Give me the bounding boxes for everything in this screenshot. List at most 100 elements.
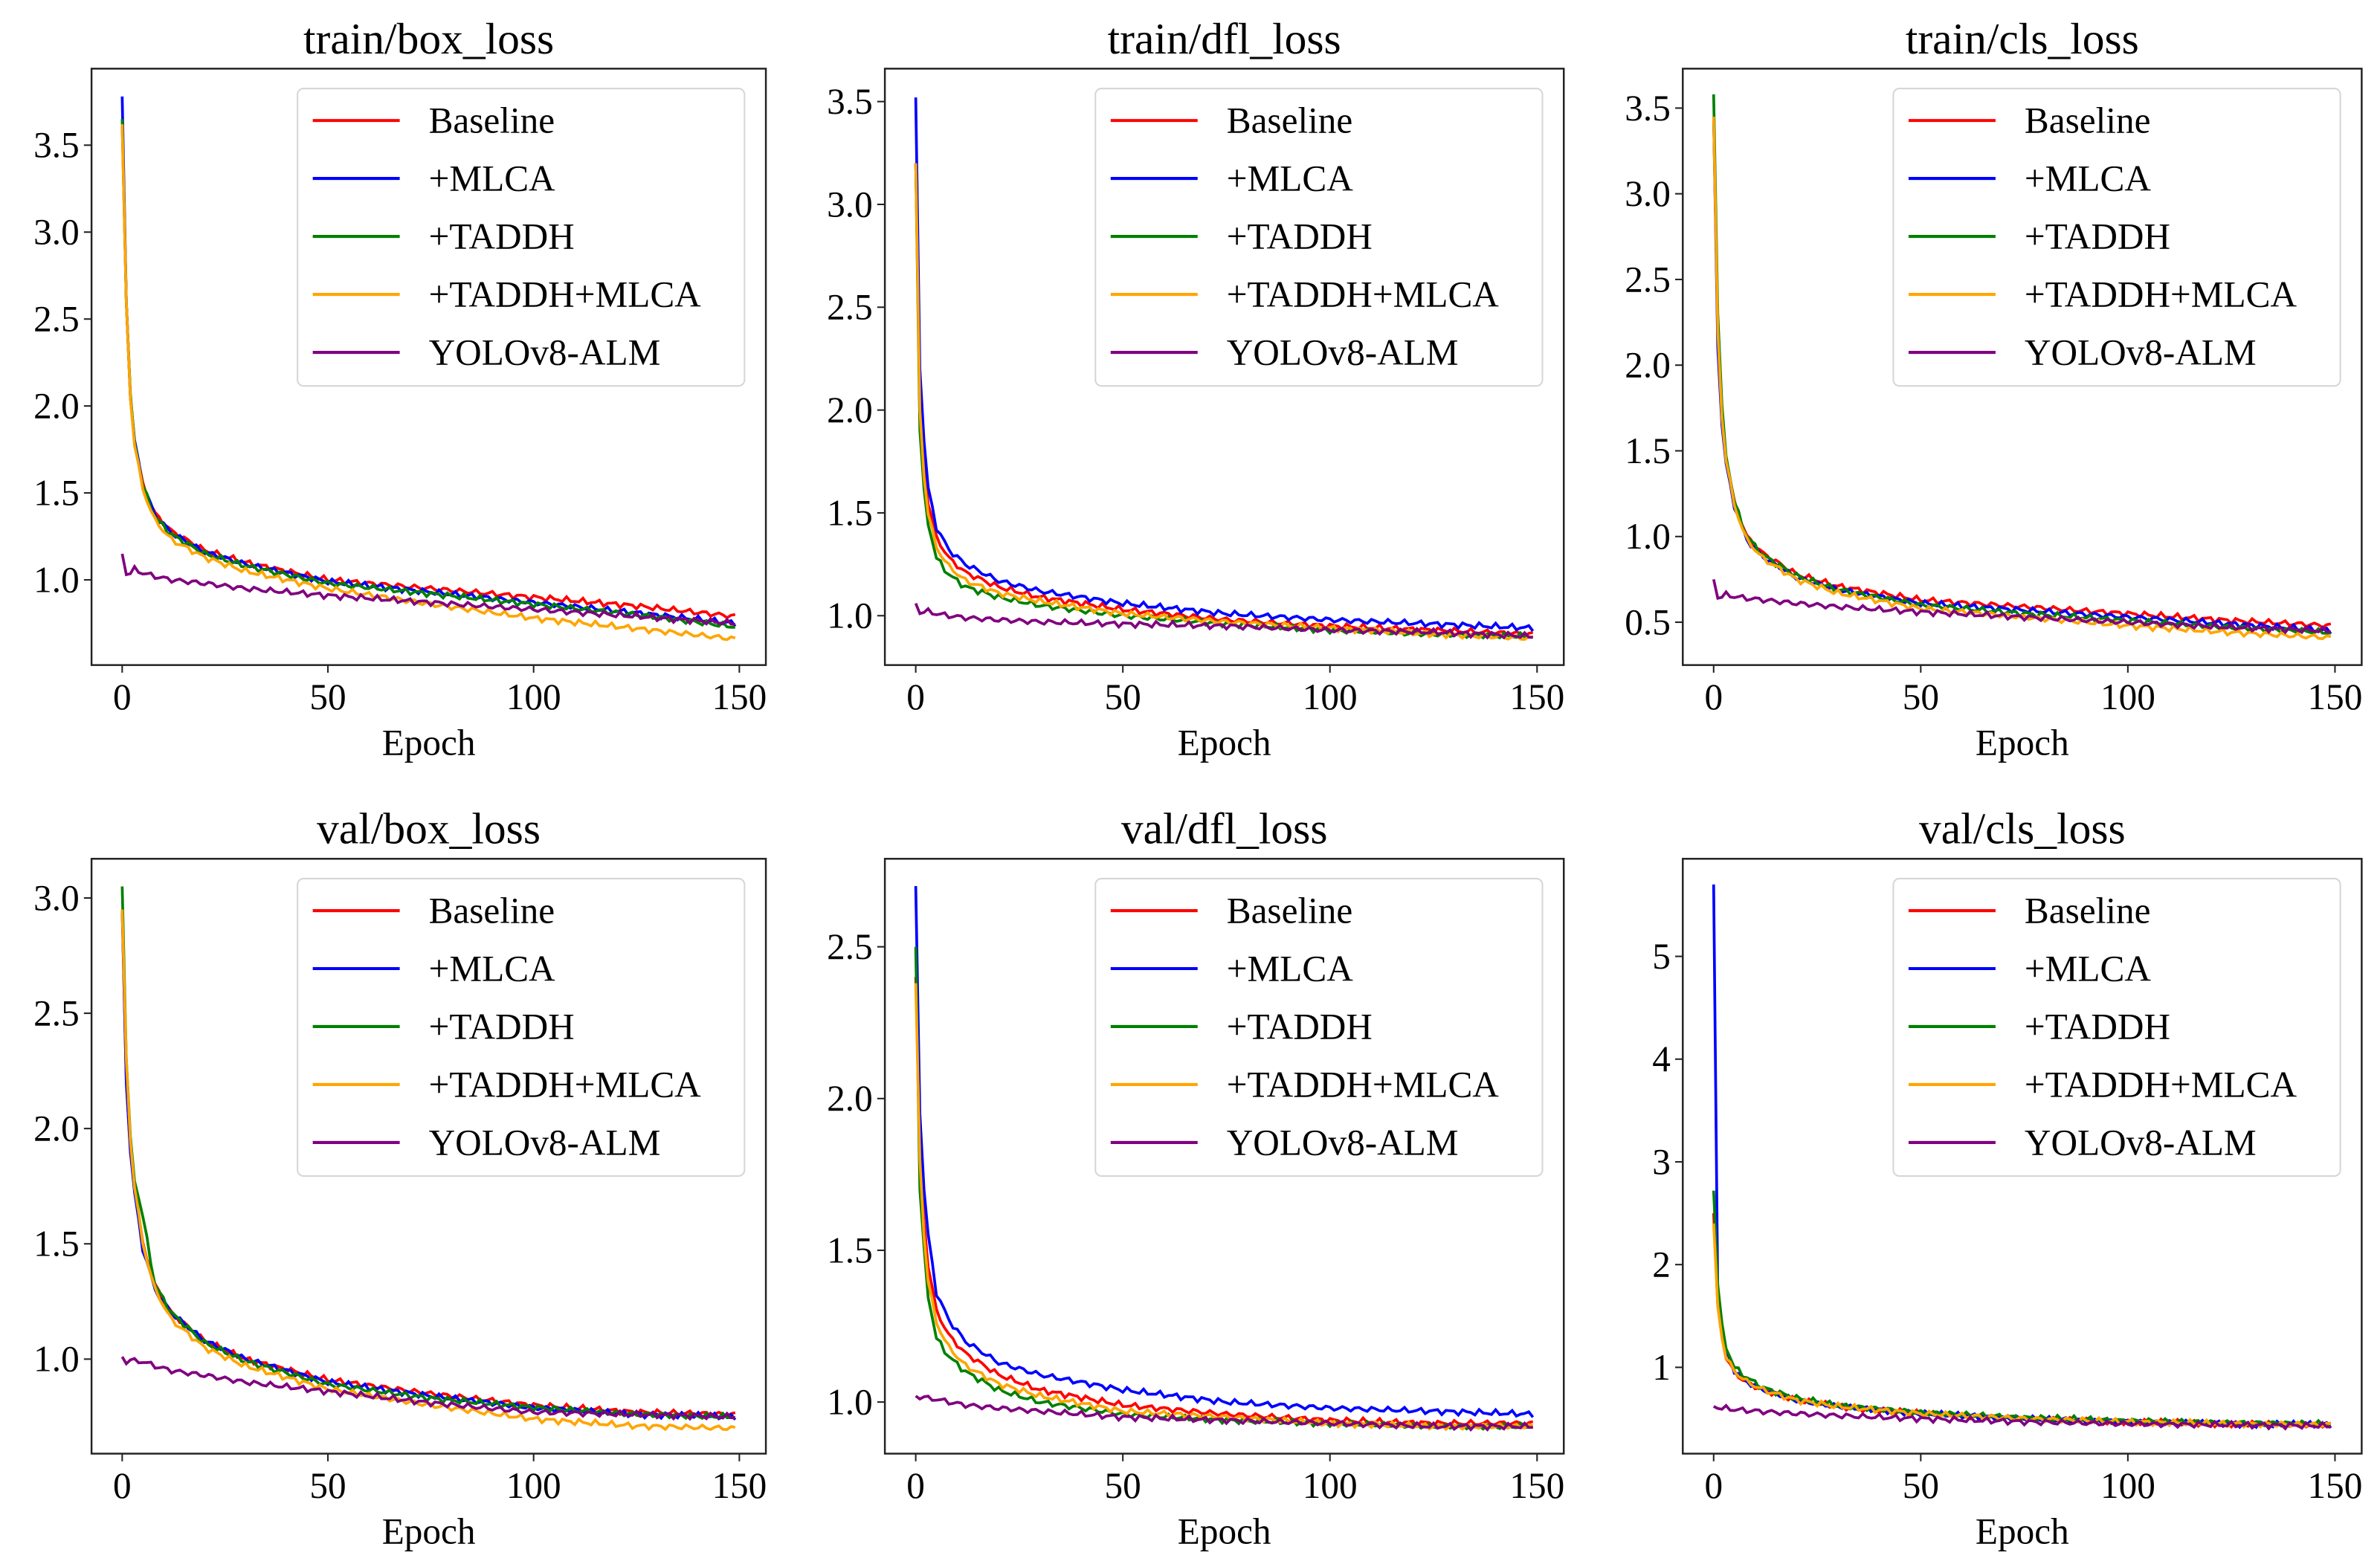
series-line--mlca <box>914 97 1535 633</box>
y-tick-label: 2.5 <box>827 926 873 967</box>
legend: Baseline +MLCA +TADDH +TADDH+MLCA YOLOv8-ALM <box>1094 877 1544 1177</box>
x-tick-label: 0 <box>1704 1465 1723 1506</box>
legend-label: YOLOv8-ALM <box>1227 332 1459 372</box>
legend-label: +TADDH+MLCA <box>429 1064 702 1105</box>
plot-frame <box>1682 858 2363 1455</box>
legend-label: +TADDH+MLCA <box>429 274 702 314</box>
x-tick-label: 0 <box>113 676 132 717</box>
subplot-title: val/cls_loss <box>1919 804 2126 853</box>
legend-label: YOLOv8-ALM <box>429 332 661 372</box>
y-tick-label: 1 <box>1652 1347 1671 1388</box>
x-tick-label: 150 <box>712 1465 767 1506</box>
legend-label: +TADDH <box>1227 216 1373 256</box>
x-axis-label: Epoch <box>1178 1511 1271 1552</box>
y-tick-label: 3.0 <box>33 877 80 918</box>
x-axis-label: Epoch <box>1178 723 1271 763</box>
x-tick-label: 0 <box>1704 676 1723 717</box>
x-tick-label: 50 <box>1105 1465 1141 1506</box>
subplot-title: train/box_loss <box>303 14 554 63</box>
x-tick-label: 0 <box>906 1465 925 1506</box>
y-tick-label: 2.5 <box>1625 259 1671 300</box>
legend-label: +MLCA <box>1227 158 1353 199</box>
x-tick-label: 150 <box>2308 676 2363 717</box>
y-tick-label: 1.0 <box>827 1382 873 1423</box>
legend-label: +TADDH+MLCA <box>2025 1064 2297 1105</box>
x-tick-label: 100 <box>2100 676 2155 717</box>
series-line-yolov8-alm <box>120 1356 735 1421</box>
subplot-train-dfl_loss: train/dfl_loss 0 50 100 150 1.0 1.5 2.0 2.5 3.0 3.… <box>827 14 1565 763</box>
legend-label: YOLOv8-ALM <box>1227 1122 1459 1163</box>
legend: Baseline +MLCA +TADDH +TADDH+MLCA YOLOv8-ALM <box>1094 88 1544 387</box>
x-tick-label: 50 <box>1903 676 1939 717</box>
x-tick-label: 150 <box>1509 1465 1564 1506</box>
y-tick-label: 5 <box>1652 936 1671 977</box>
plot-frame <box>90 858 767 1455</box>
y-tick-label: 1.5 <box>827 492 873 533</box>
series-line--taddh <box>1712 1190 2332 1428</box>
legend-label: +MLCA <box>429 158 555 199</box>
y-tick-label: 1.0 <box>1625 516 1671 557</box>
y-tick-label: 3.0 <box>1625 173 1671 214</box>
y-tick-label: 1.5 <box>33 473 80 514</box>
y-tick-label: 0.5 <box>1625 601 1671 642</box>
series-line--taddh-mlca <box>1712 116 2332 641</box>
x-tick-label: 150 <box>712 676 767 717</box>
y-tick-label: 1.0 <box>33 559 80 600</box>
legend-box <box>297 877 746 1177</box>
series-line--taddh-mlca <box>914 163 1534 642</box>
legend-box <box>1094 877 1544 1177</box>
legend-label: +TADDH <box>2025 216 2170 256</box>
y-tick-label: 1.5 <box>1625 430 1671 471</box>
legend: Baseline +MLCA +TADDH +TADDH+MLCA YOLOv8-ALM <box>1892 88 2341 387</box>
x-tick-label: 100 <box>1303 1465 1358 1506</box>
y-tick-label: 2.0 <box>1625 345 1671 386</box>
x-axis-label: Epoch <box>1976 1511 2069 1552</box>
x-tick-label: 100 <box>506 676 561 717</box>
x-axis-label: Epoch <box>1976 723 2069 763</box>
subplot-title: val/box_loss <box>317 804 541 853</box>
y-tick-label: 2 <box>1652 1244 1671 1285</box>
series-line-yolov8-alm <box>914 602 1533 640</box>
legend-label: +MLCA <box>2025 158 2151 199</box>
series-line-yolov8-alm <box>1712 578 2331 635</box>
legend-label: +TADDH+MLCA <box>1227 274 1500 314</box>
y-tick-label: 3.5 <box>827 81 873 122</box>
legend-label: +TADDH <box>1227 1006 1373 1047</box>
y-tick-label: 1.0 <box>33 1339 80 1380</box>
y-tick-label: 3.0 <box>33 212 80 253</box>
series-line-yolov8-alm <box>1712 1403 2331 1431</box>
legend-box <box>1892 88 2341 387</box>
subplot-train-cls_loss: train/cls_loss 0 50 100 150 0.5 1.0 1.5 2.0 2.5 3.… <box>1625 14 2363 763</box>
series-line--taddh <box>120 886 736 1421</box>
legend-label: YOLOv8-ALM <box>2025 332 2257 372</box>
legend: Baseline +MLCA +TADDH +TADDH+MLCA YOLOv8-ALM <box>297 88 746 387</box>
series-line-yolov8-alm <box>915 1395 1533 1432</box>
legend-box <box>297 88 746 387</box>
y-tick-label: 2.0 <box>827 390 873 430</box>
legend-label: Baseline <box>1227 100 1353 141</box>
x-tick-label: 0 <box>906 676 925 717</box>
x-tick-label: 150 <box>2308 1465 2363 1506</box>
legend-label: Baseline <box>1227 890 1353 931</box>
legend-label: Baseline <box>2025 100 2151 141</box>
legend-label: +TADDH <box>2025 1006 2170 1047</box>
subplot-title: val/dfl_loss <box>1121 804 1328 853</box>
legend: Baseline +MLCA +TADDH +TADDH+MLCA YOLOv8-ALM <box>1892 877 2341 1177</box>
y-tick-label: 1.5 <box>33 1224 80 1264</box>
y-tick-label: 1.5 <box>827 1230 873 1270</box>
y-tick-label: 1.0 <box>827 595 873 636</box>
legend-label: YOLOv8-ALM <box>2025 1122 2257 1163</box>
legend-label: +TADDH <box>429 216 575 256</box>
y-tick-label: 3.5 <box>1625 88 1671 129</box>
legend-label: Baseline <box>2025 890 2151 931</box>
y-tick-label: 3.5 <box>33 125 80 166</box>
x-tick-label: 0 <box>113 1465 132 1506</box>
series-line-baseline <box>914 163 1534 638</box>
x-tick-label: 100 <box>2100 1465 2155 1506</box>
subplot-train-box_loss: train/box_loss 0 50 100 150 1.0 1.5 2.0 2.5 3.0 3.… <box>33 14 767 763</box>
y-tick-label: 2.0 <box>33 1108 80 1149</box>
legend-box <box>1094 88 1544 387</box>
plot-frame <box>883 858 1565 1455</box>
x-axis-label: Epoch <box>382 723 476 763</box>
